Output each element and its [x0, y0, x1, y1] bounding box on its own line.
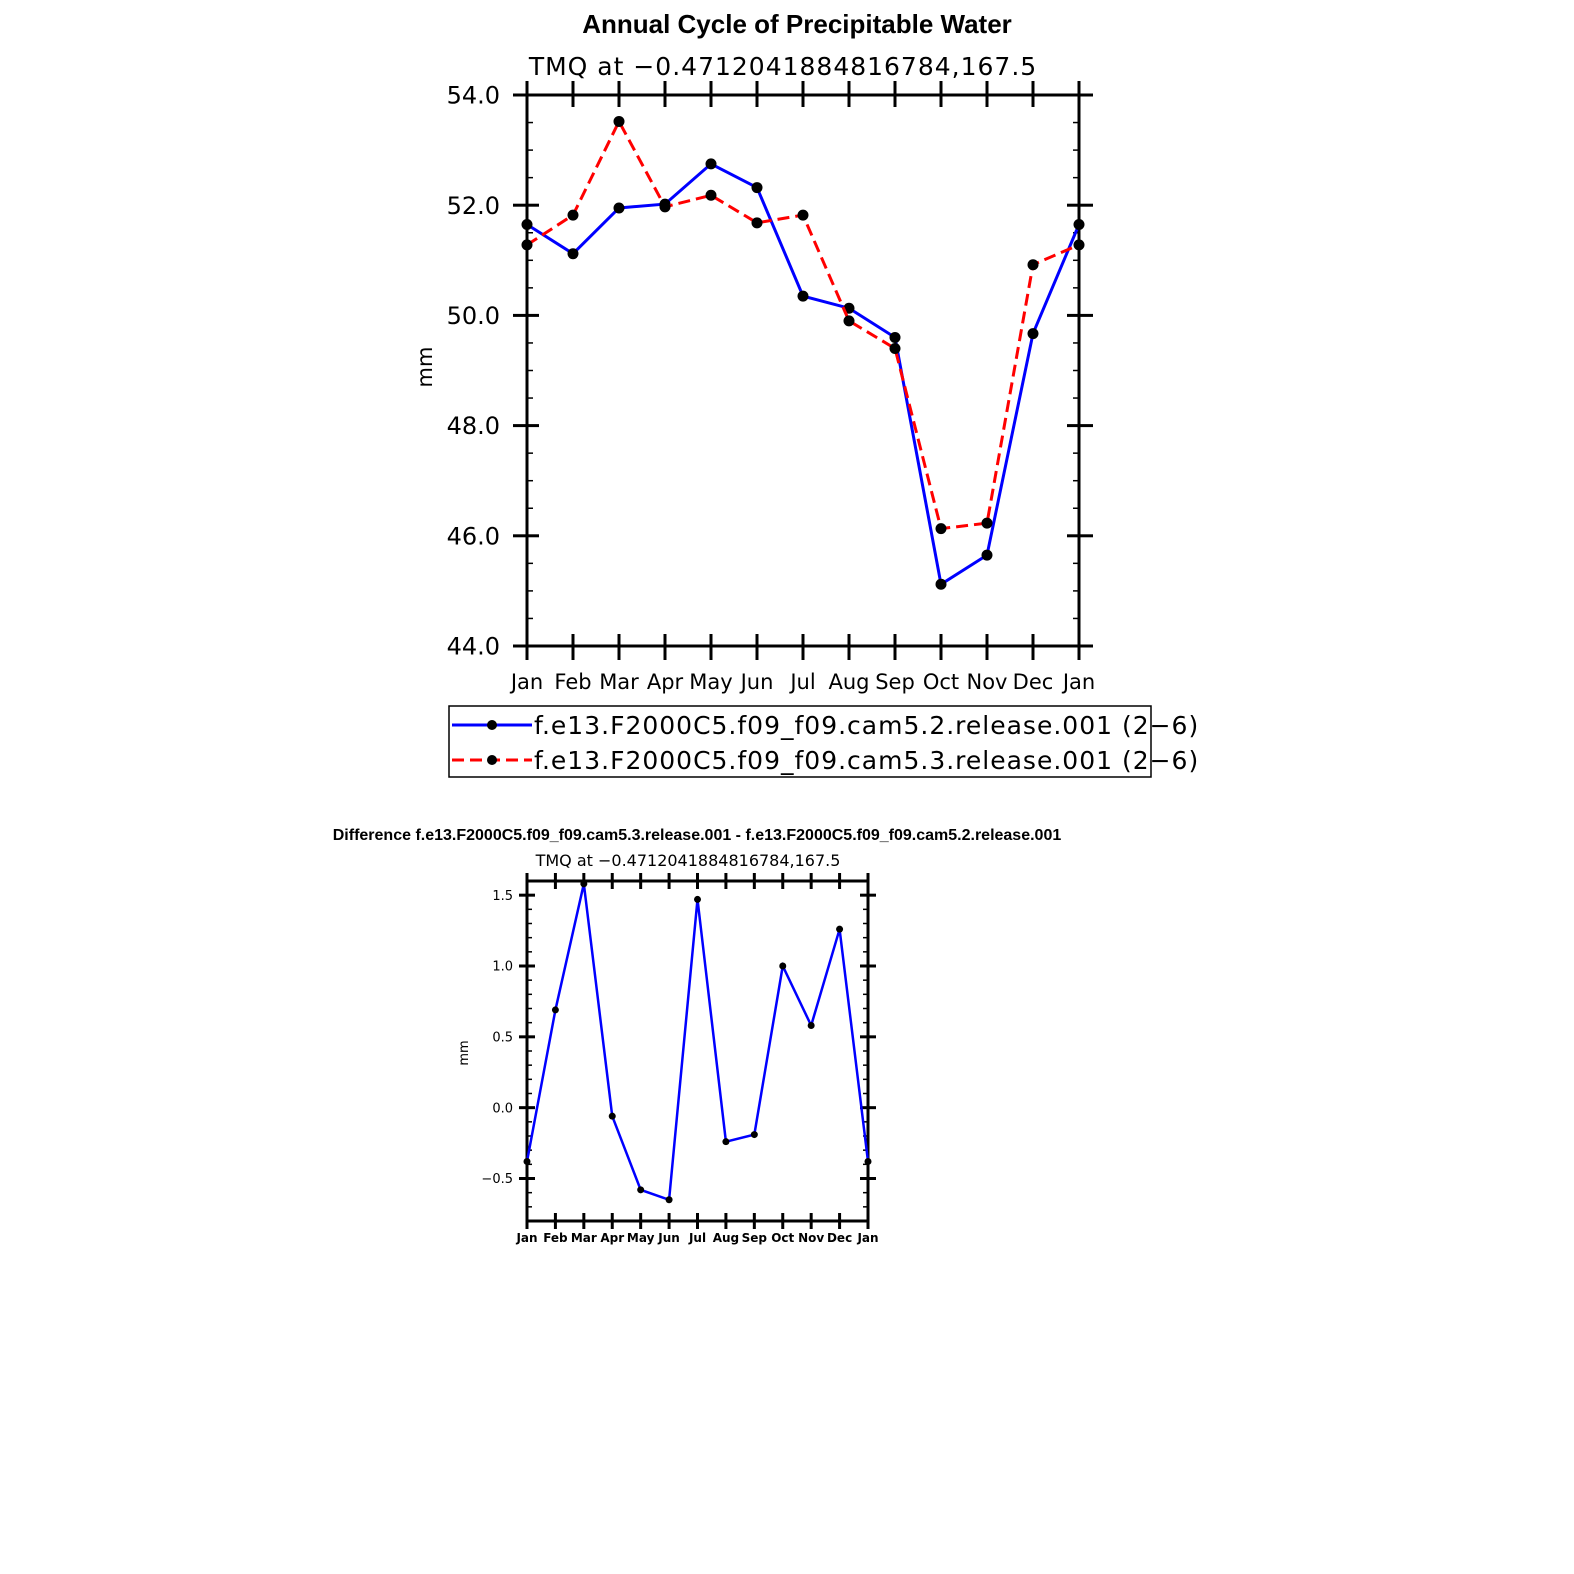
chart1-plot-area: [521, 115, 1085, 590]
chart2-y-tick-label: −0.5: [481, 1172, 513, 1187]
chart2-series-0-point: [665, 1196, 673, 1204]
chart1-x-tick-label: Apr: [647, 670, 684, 694]
chart1-x-tick-label: Jan: [509, 670, 543, 694]
chart2-y-tick-label: 0.0: [492, 1101, 513, 1116]
chart2-x-tick-label: Oct: [771, 1231, 794, 1245]
chart1-series-1-point: [1073, 239, 1085, 251]
chart2-title: Difference f.e13.F2000C5.f09_f09.cam5.3.…: [333, 827, 1062, 844]
chart1-axes: Jan Feb Mar Apr May Jun Jul Aug Sep Oct Nov Dec Jan 4…: [447, 81, 1095, 694]
chart1-series-1-point: [659, 201, 671, 213]
chart2-y-tick-label: 1.5: [492, 889, 513, 904]
chart2-x-tick-label: Apr: [600, 1231, 624, 1245]
chart2-series-0-point: [608, 1112, 616, 1120]
chart1-series-1-point: [889, 342, 901, 354]
chart1-x-tick-label: May: [689, 670, 732, 694]
legend-label-cam52: f.e13.F2000C5.f09_f09.cam5.2.release.001…: [534, 711, 1199, 740]
chart1-y-tick-label: 50.0: [447, 302, 500, 330]
chart1-y-tick-label: 46.0: [447, 522, 500, 550]
chart1-x-tick-label: Oct: [923, 670, 959, 694]
chart1-x-tick-label: Jun: [739, 670, 774, 694]
chart2-y-tick-label: 1.0: [492, 960, 513, 975]
chart2-y-tick-label: 0.5: [492, 1031, 513, 1046]
chart1-series-0-point: [889, 331, 901, 343]
chart2-x-tick-label: Mar: [571, 1231, 597, 1245]
chart2-series-0-point: [551, 1006, 559, 1014]
chart1-y-tick-label: 54.0: [447, 82, 500, 110]
chart1-y-tick-label: 44.0: [447, 633, 500, 661]
chart1-series-1-point: [751, 217, 763, 229]
chart1-x-tick-label: Dec: [1013, 670, 1054, 694]
chart2-frame: [525, 879, 870, 1223]
chart1-legend: f.e13.F2000C5.f09_f09.cam5.2.release.001…: [448, 705, 1199, 778]
chart2-series-0-point: [750, 1131, 758, 1139]
chart1-series-1-point: [981, 517, 993, 529]
chart2-subtitle: TMQ at −0.4712041884816784,167.5: [535, 851, 841, 870]
chart2-series-0-point: [807, 1022, 815, 1029]
chart1-y-tick-label: 52.0: [447, 192, 500, 220]
chart1-series-1-line: [526, 118, 1080, 531]
chart1-series-0-point: [981, 549, 993, 561]
chart1-subtitle: TMQ at −0.4712041884816784,167.5: [528, 52, 1037, 81]
chart2-x-tick-label: Nov: [798, 1231, 824, 1245]
chart2-ylabel: mm: [457, 1040, 472, 1065]
chart2-x-tick-label: Dec: [827, 1231, 852, 1245]
chart1-x-tick-label: Aug: [828, 670, 869, 694]
legend-marker-cam52: [487, 720, 497, 730]
chart1-series-1-point: [613, 115, 625, 127]
chart1-x-tick-label: Nov: [967, 670, 1008, 694]
chart1-x-tick-label: Mar: [599, 670, 639, 694]
chart2-x-tick-label: Jun: [657, 1231, 680, 1245]
chart2-series-0-point: [694, 895, 701, 903]
chart2-x-tick-label: Feb: [543, 1231, 568, 1245]
chart1-series-1-point: [935, 523, 947, 535]
legend-label-cam53: f.e13.F2000C5.f09_f09.cam5.3.release.001…: [534, 746, 1199, 775]
legend-frame: [448, 705, 1152, 778]
chart1-x-tick-label: Jan: [1061, 670, 1095, 694]
chart2-series-0-point: [864, 1158, 872, 1165]
chart2-series-0-point: [523, 1158, 531, 1165]
chart2-series-0-point: [722, 1138, 730, 1146]
chart1-series-1-point: [705, 189, 717, 201]
chart1-y-tick-label: 48.0: [447, 412, 500, 440]
chart2-x-tick-label: Aug: [713, 1231, 739, 1245]
chart1-x-tick-label: Sep: [875, 670, 915, 694]
chart1-series-0-point: [935, 578, 947, 590]
chart2-series-0-point: [637, 1186, 645, 1194]
chart1-series-1-point: [1027, 259, 1039, 271]
chart1-x-tick-label: Feb: [554, 670, 591, 694]
chart1-series-1-point: [521, 239, 533, 251]
chart1-series-1-point: [567, 209, 579, 221]
chart1-series-0-point: [705, 158, 717, 170]
chart2-x-tick-label: Jul: [688, 1231, 706, 1245]
chart1-series-0-line: [526, 162, 1081, 587]
chart1-frame: [525, 93, 1081, 648]
chart1-series-0-point: [797, 290, 809, 302]
chart2-x-tick-label: Jan: [856, 1231, 878, 1245]
chart2-x-tick-label: May: [627, 1231, 655, 1245]
chart1-series-1-point: [843, 315, 855, 327]
chart1-ylabel: mm: [413, 347, 437, 388]
chart1-series-0-point: [1073, 218, 1085, 230]
chart2-series-0-point: [836, 925, 844, 933]
chart1-series-1-point: [797, 209, 809, 221]
chart1-series-0-point: [567, 248, 579, 260]
chart2-plot-area: [523, 880, 872, 1204]
chart1-title: Annual Cycle of Precipitable Water: [582, 9, 1012, 39]
chart1-x-tick-label: Jul: [788, 670, 815, 694]
chart2-axes: Jan Feb Mar Apr May Jun Jul Aug Sep Oct Nov Dec Jan −…: [481, 873, 879, 1245]
legend-marker-cam53: [487, 755, 497, 765]
chart2-x-tick-label: Jan: [515, 1231, 537, 1245]
chart1-series-0-point: [1027, 328, 1039, 340]
chart1-series-0-point: [613, 202, 625, 214]
chart1-series-0-point: [751, 182, 763, 194]
chart2-series-0-point: [779, 962, 787, 970]
chart2-series-0-line: [525, 883, 870, 1202]
chart2-x-tick-label: Sep: [742, 1231, 768, 1245]
chart1-series-0-point: [521, 218, 533, 230]
chart2-series-0-point: [580, 880, 588, 888]
